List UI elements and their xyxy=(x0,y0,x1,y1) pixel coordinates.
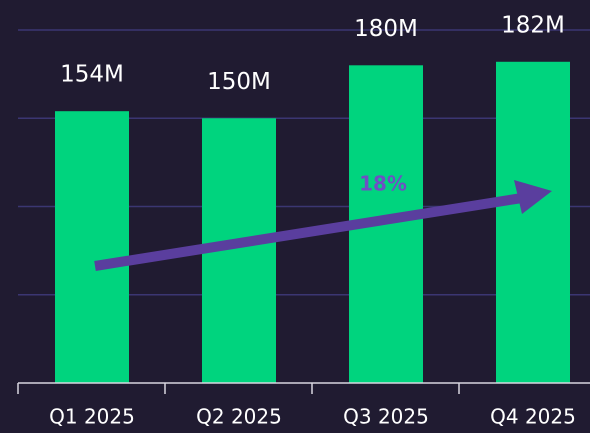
bar xyxy=(496,61,570,383)
trend-arrow xyxy=(94,193,523,271)
x-tick-label: Q3 2025 xyxy=(343,405,429,429)
bar xyxy=(55,111,129,384)
arrow-head xyxy=(514,180,552,214)
x-tick-label: Q1 2025 xyxy=(49,405,135,429)
value-label: 180M xyxy=(354,16,418,42)
x-tick-label: Q2 2025 xyxy=(196,405,282,429)
value-label: 150M xyxy=(207,69,271,95)
annotation: 18% xyxy=(359,172,407,196)
value-label: 182M xyxy=(501,12,565,38)
value-label: 154M xyxy=(60,62,124,88)
x-tick-label: Q4 2025 xyxy=(490,405,576,429)
